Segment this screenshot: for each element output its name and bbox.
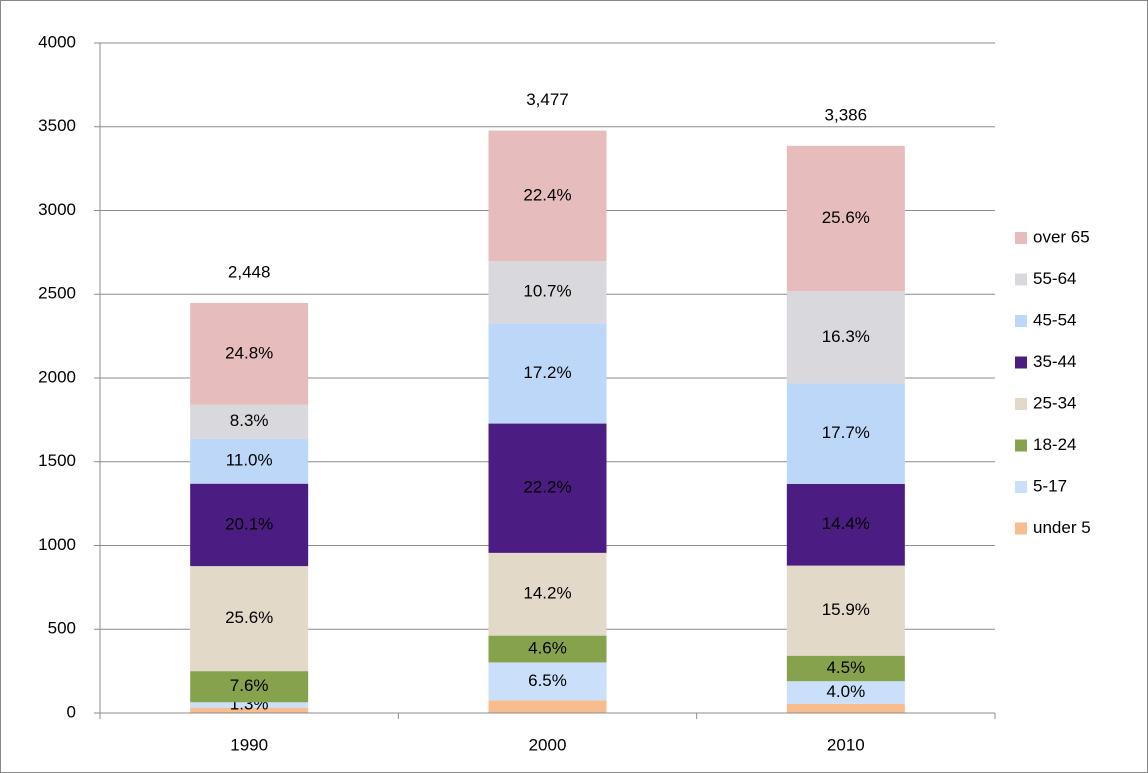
legend-swatch [1015, 522, 1027, 535]
bar-segment [488, 552, 607, 636]
legend-swatch [1015, 356, 1027, 369]
bar-segment [786, 655, 905, 682]
y-tick-label: 0 [67, 702, 76, 721]
bar-segment [190, 707, 309, 713]
total-label: 3,386 [825, 105, 868, 124]
legend-label: 5-17 [1033, 476, 1067, 495]
data-label: 10.7% [523, 282, 571, 301]
y-tick-label: 1000 [38, 535, 76, 554]
y-tick-label: 2000 [38, 367, 76, 386]
legend-label: 45-54 [1033, 310, 1076, 329]
bar-segment [786, 703, 905, 713]
legend-swatch [1015, 315, 1027, 327]
bar-segment [190, 671, 309, 703]
bar-segment [488, 323, 607, 424]
legend-swatch [1015, 439, 1027, 452]
bar-segment [488, 261, 607, 324]
y-tick-label: 500 [48, 619, 76, 638]
total-label: 2,448 [228, 262, 271, 281]
total-label: 3,477 [526, 90, 569, 109]
bar-segment [488, 662, 607, 701]
bar-segment [190, 438, 309, 484]
bar-segment [786, 565, 905, 656]
legend-label: 35-44 [1033, 352, 1076, 371]
data-label: 17.7% [822, 423, 870, 442]
legend-swatch [1015, 232, 1027, 244]
bar-segment [488, 635, 607, 663]
bar-segment [190, 566, 309, 672]
data-label: 11.0% [226, 451, 273, 470]
data-label: 6.5% [528, 671, 567, 690]
x-tick-label: 1990 [230, 735, 268, 754]
y-tick-label: 1500 [38, 451, 76, 470]
data-label: 25.6% [225, 608, 273, 627]
bar-segment [488, 423, 607, 553]
data-label: 17.2% [523, 363, 571, 382]
legend-label: under 5 [1033, 518, 1091, 537]
data-label: 8.3% [230, 411, 269, 430]
data-label: 16.3% [822, 327, 870, 346]
y-tick-label: 3500 [38, 116, 76, 135]
legend-swatch [1015, 481, 1027, 493]
data-label: 14.4% [822, 514, 870, 533]
legend-label: over 65 [1033, 227, 1090, 246]
legend-swatch [1015, 398, 1027, 410]
legend-label: 25-34 [1033, 393, 1076, 412]
data-label: 24.8% [225, 343, 273, 362]
data-label: 4.6% [528, 638, 567, 657]
bar-segment [190, 302, 309, 405]
y-tick-label: 2500 [38, 284, 76, 303]
data-label: 4.5% [826, 658, 865, 677]
bar-segment [786, 681, 905, 704]
data-label: 15.9% [822, 600, 870, 619]
data-label: 20.1% [225, 514, 273, 533]
bar-segment [190, 404, 309, 439]
bar-segment [488, 700, 607, 713]
bar-segment [786, 291, 905, 384]
y-tick-label: 3000 [38, 200, 76, 219]
legend-label: 18-24 [1033, 435, 1076, 454]
bar-segment [786, 145, 905, 292]
x-tick-label: 2000 [529, 735, 567, 754]
bar-segment [488, 130, 607, 262]
bar-segment [786, 383, 905, 484]
x-tick-label: 2010 [827, 735, 865, 754]
bar-segment [190, 483, 309, 567]
data-label: 22.2% [523, 478, 571, 497]
data-label: 14.2% [523, 584, 571, 603]
legend-swatch [1015, 273, 1027, 286]
data-label: 4.0% [826, 682, 865, 701]
y-tick-label: 4000 [38, 32, 76, 51]
bar-segment [190, 702, 309, 708]
bar-segment [786, 483, 905, 566]
legend-label: 55-64 [1033, 269, 1076, 288]
data-label: 7.6% [230, 676, 269, 695]
data-label: 22.4% [523, 185, 571, 204]
data-label: 25.6% [822, 208, 870, 227]
